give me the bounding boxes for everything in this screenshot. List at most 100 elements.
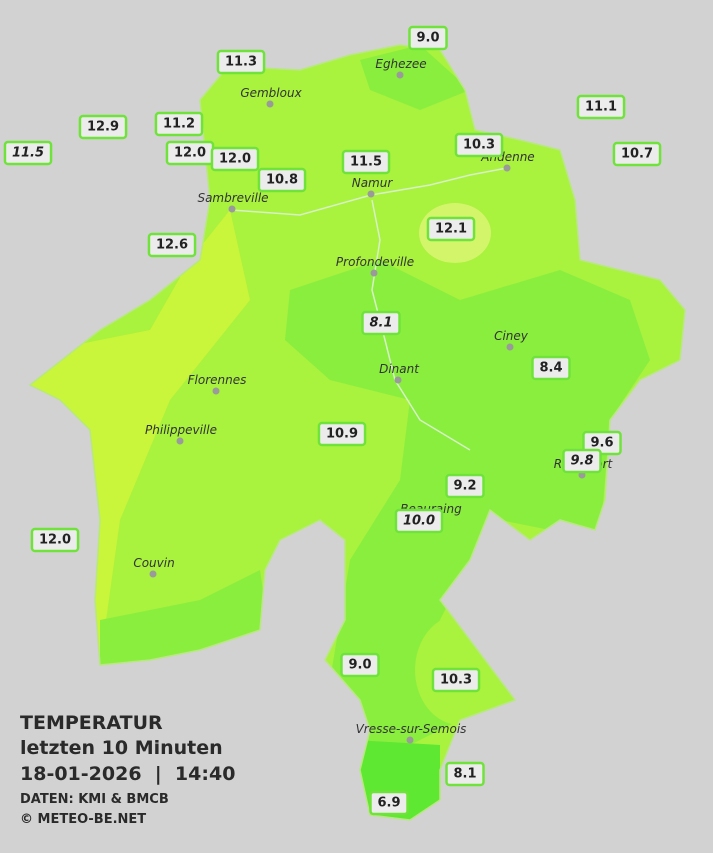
- city-dot: [176, 437, 184, 445]
- station-value: 9.2: [453, 479, 476, 494]
- station-box: [257, 167, 307, 193]
- city-dot: [266, 100, 274, 108]
- station: 9.2: [445, 473, 485, 499]
- station: 11.5: [341, 149, 391, 175]
- station-value: 9.0: [416, 31, 439, 46]
- station-value: 9.6: [590, 436, 613, 451]
- city-dot: [367, 190, 375, 198]
- city-dot: [506, 343, 514, 351]
- city-label: Florennes: [188, 373, 247, 387]
- station-box: [426, 216, 476, 242]
- station: 10.9: [317, 421, 367, 447]
- station: 9.0: [408, 25, 448, 51]
- legend-copyright: © METEO-BE.NET: [20, 812, 146, 827]
- station-box: [582, 430, 622, 456]
- station-value: 12.0: [174, 146, 206, 161]
- station: 10.0: [394, 508, 444, 534]
- station: 11.1: [576, 94, 626, 120]
- city-dot: [394, 376, 402, 384]
- station-box: [361, 310, 401, 336]
- legend-subtitle: letzten 10 Minuten: [20, 737, 223, 759]
- station-box: [612, 141, 662, 167]
- station-box: [340, 652, 380, 678]
- city-dot: [396, 71, 404, 79]
- station-value: 8.1: [453, 767, 476, 782]
- city-label: Eghezee: [375, 57, 426, 71]
- station-value: 10.0: [403, 514, 435, 529]
- station-value: 6.9: [377, 796, 400, 811]
- station-box: [408, 25, 448, 51]
- station-box: [341, 149, 391, 175]
- legend-source: DATEN: KMI & BMCB: [20, 792, 169, 807]
- station-box: [147, 232, 197, 258]
- station: 8.1: [445, 761, 485, 787]
- city-label: Vresse-sur-Semois: [356, 722, 467, 736]
- station-value: 10.3: [440, 673, 472, 688]
- station-value: 9.8: [570, 454, 593, 469]
- station-value: 11.1: [585, 100, 617, 115]
- station-value: 11.2: [163, 117, 195, 132]
- station-box: [3, 140, 53, 166]
- station: 11.3: [216, 49, 266, 75]
- station: 12.1: [426, 216, 476, 242]
- station-value: 10.9: [326, 427, 358, 442]
- station-box: [317, 421, 367, 447]
- station-value: 12.0: [39, 533, 71, 548]
- city-label: Sambreville: [197, 191, 268, 205]
- station-box: [531, 355, 571, 381]
- river: [371, 199, 471, 451]
- city-label: Namur: [352, 176, 394, 190]
- station: 10.3: [454, 132, 504, 158]
- legend-datetime: 18-01-2026 | 14:40: [20, 763, 235, 785]
- station-value: 8.4: [539, 361, 562, 376]
- station: 12.0: [30, 527, 80, 553]
- station-value: 11.5: [350, 155, 382, 170]
- station-value: 12.0: [219, 152, 251, 167]
- station-value: 12.6: [156, 238, 188, 253]
- station-value: 12.1: [435, 222, 467, 237]
- city-dot: [149, 570, 157, 578]
- station: 10.3: [431, 667, 481, 693]
- station-box: [445, 473, 485, 499]
- station: 12.0: [165, 140, 215, 166]
- station-value: 10.8: [266, 173, 298, 188]
- station-value: 9.0: [348, 658, 371, 673]
- station: 10.8: [257, 167, 307, 193]
- station: 8.4: [531, 355, 571, 381]
- station-box: [394, 508, 444, 534]
- station: 11.5: [3, 140, 53, 166]
- city-dot: [212, 387, 220, 395]
- station: 12.9: [78, 114, 128, 140]
- station-value: 10.3: [463, 138, 495, 153]
- station: 9.8: [562, 448, 602, 474]
- station-value: 11.3: [225, 55, 257, 70]
- station: 9.6: [582, 430, 622, 456]
- station-box: [562, 448, 602, 474]
- station-box: [216, 49, 266, 75]
- city-dot: [406, 736, 414, 744]
- station: 6.9: [369, 790, 409, 816]
- city-label: Dinant: [379, 362, 420, 376]
- station-box: [210, 146, 260, 172]
- station-box: [454, 132, 504, 158]
- station-value: 12.9: [87, 120, 119, 135]
- station: 11.2: [154, 111, 204, 137]
- station-box: [369, 790, 409, 816]
- city-dot: [370, 269, 378, 277]
- station-box: [576, 94, 626, 120]
- station-box: [78, 114, 128, 140]
- city-dot: [503, 164, 511, 172]
- city-dot: [228, 205, 236, 213]
- city-label: Couvin: [133, 556, 174, 570]
- river: [231, 167, 508, 216]
- city-label: Gembloux: [240, 86, 302, 100]
- city-label: Profondeville: [336, 255, 414, 269]
- station: 10.7: [612, 141, 662, 167]
- city-label: Philippeville: [145, 423, 217, 437]
- station-box: [30, 527, 80, 553]
- station: 8.1: [361, 310, 401, 336]
- station-box: [154, 111, 204, 137]
- station-box: [431, 667, 481, 693]
- station-value: 10.7: [621, 147, 653, 162]
